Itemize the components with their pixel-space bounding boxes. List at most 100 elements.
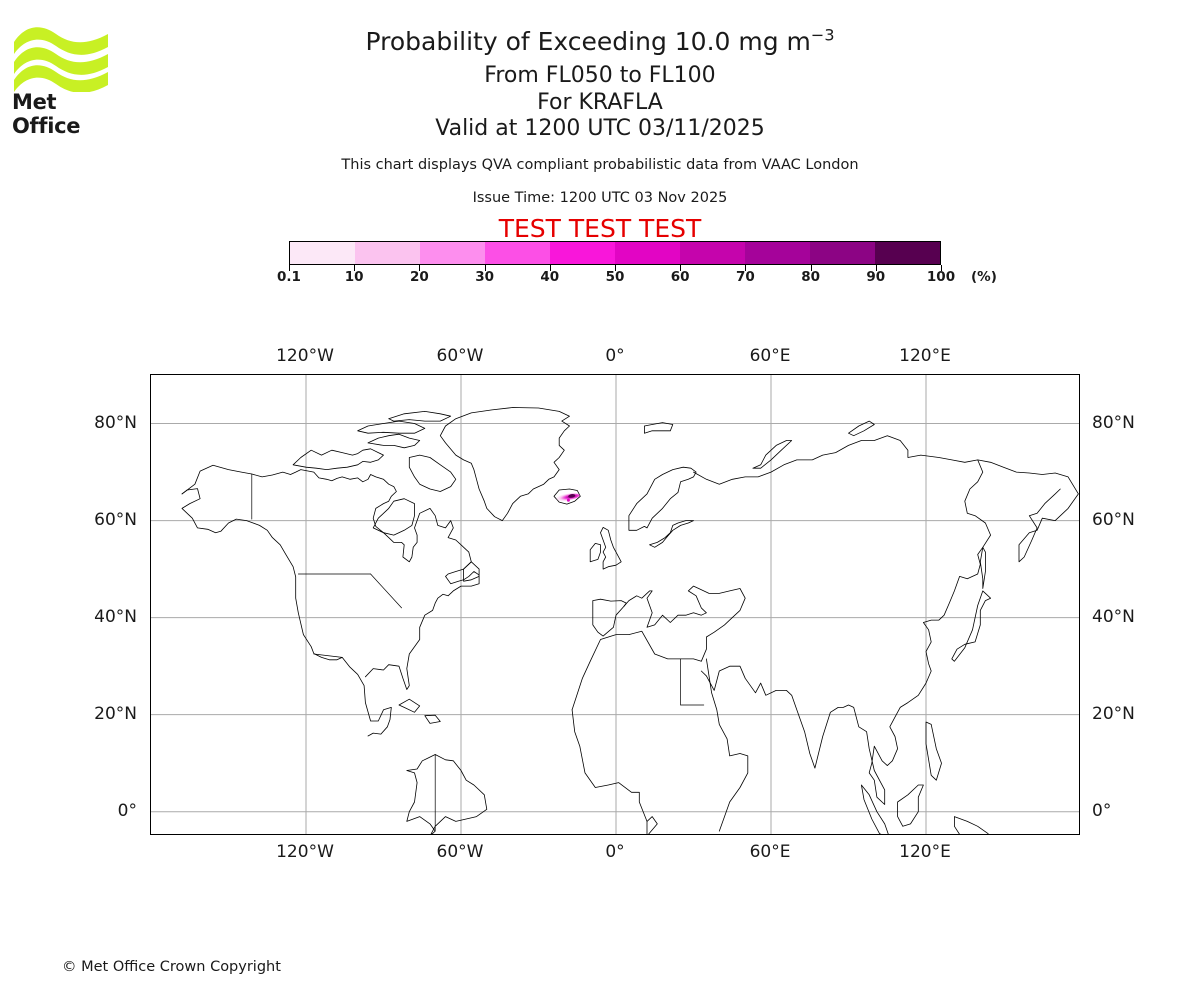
test-watermark: TEST TEST TEST: [498, 214, 702, 243]
colorbar-label-100: 100: [926, 269, 956, 285]
plume-core: [568, 494, 576, 498]
coastline-cnd_arctic2: [367, 433, 421, 449]
plume-ellipse: [554, 493, 580, 502]
lat-label-right-3: 20°N: [1092, 703, 1135, 724]
colorbar-band-0: [290, 242, 355, 264]
coastline-border-2: [370, 573, 402, 609]
coastline-ellesmere: [388, 411, 452, 422]
lon-label-bot-4: 120°E: [899, 842, 951, 862]
coastline-philippines: [925, 721, 942, 781]
coastline-hudson: [372, 498, 415, 536]
lon-label-bot-3: 60°E: [749, 842, 791, 862]
lat-label-right-4: 0°: [1092, 800, 1112, 821]
ash-probability-plume: [554, 493, 580, 502]
page-title: Probability of Exceeding 10.0 mg m−3: [0, 26, 1200, 57]
coastline-sumatra: [861, 784, 889, 834]
lat-label-left-4: 0°: [117, 800, 137, 821]
qva-note: This chart displays QVA compliant probab…: [341, 157, 859, 173]
colorbar-label-90: 90: [866, 269, 886, 285]
colorbar-label-60: 60: [670, 269, 690, 285]
map-canvas: [151, 375, 1079, 834]
met-office-wave-icon: [14, 27, 108, 93]
lon-label-bot-2: 0°: [605, 842, 625, 862]
volcano-subtitle: For KRAFLA: [537, 90, 663, 115]
colorbar-band-4: [550, 242, 615, 264]
coastline-s_america: [406, 754, 488, 834]
lon-label-top-1: 60°W: [436, 346, 484, 366]
lon-label-top-4: 120°E: [899, 346, 951, 366]
coastline-britain: [600, 527, 622, 570]
logo-wave-1: [14, 27, 108, 55]
lat-label-left-3: 20°N: [94, 703, 137, 724]
colorbar-label-0-1: 0.1: [277, 269, 301, 285]
coastline-hispan: [424, 714, 441, 724]
coastline-ak_north: [181, 464, 480, 690]
lat-label-left-1: 60°N: [94, 509, 137, 530]
lat-label-right-2: 40°N: [1092, 606, 1135, 627]
lat-label-left-2: 40°N: [94, 606, 137, 627]
colorbar-band-6: [680, 242, 745, 264]
colorbar-tick-6: [680, 265, 682, 271]
colorbar-label-20: 20: [409, 269, 429, 285]
coastline-russia_n: [693, 435, 1079, 563]
colorbar-label-70: 70: [735, 269, 755, 285]
lon-label-top-3: 60°E: [749, 346, 791, 366]
met-office-wordmark: Met Office: [12, 90, 81, 138]
coastline-newguinea: [954, 816, 989, 834]
colorbar-tick-8: [810, 265, 812, 271]
lon-label-bot-0: 120°W: [276, 842, 334, 862]
colorbar-band-7: [745, 242, 810, 264]
lon-label-bot-1: 60°W: [436, 842, 484, 862]
met-office-logo: Met Office: [12, 22, 122, 138]
colorbar-tick-2: [419, 265, 421, 271]
colorbar-label-10: 10: [344, 269, 364, 285]
colorbar-label-50: 50: [605, 269, 625, 285]
colorbar-band-9: [875, 242, 940, 264]
coastline-greenland: [439, 407, 570, 521]
world-map: 120°W 120°W 60°W 60°W 0° 0° 60°E 60°E 120°E 120°E…: [94, 346, 1135, 862]
probability-colorbar: 0.1 10 20 30 40 50 60 70 80 90 100: [277, 241, 955, 285]
colorbar-label-30: 30: [475, 269, 494, 285]
colorbar-tick-3: [484, 265, 486, 271]
coastline-ireland: [589, 543, 601, 563]
coastline-sakhalin: [979, 546, 986, 589]
flight-level-subtitle: From FL050 to FL100: [484, 63, 716, 88]
coastline-borneo: [897, 784, 924, 827]
colorbar-band-3: [485, 242, 550, 264]
coastline-africa_w2: [646, 816, 658, 834]
coastline-border-3: [313, 653, 343, 658]
colorbar-tick-labels: 0.1 10 20 30 40 50 60 70 80 90 100: [277, 269, 955, 289]
colorbar-band-5: [615, 242, 680, 264]
logo-wave-3: [14, 65, 108, 93]
map-coastlines: [181, 407, 1079, 834]
map-gridlines: [151, 375, 1079, 834]
coastline-iceland: [553, 488, 581, 505]
colorbar-band-2: [420, 242, 485, 264]
lon-label-top-2: 0°: [605, 346, 625, 366]
copyright-footer: © Met Office Crown Copyright: [62, 959, 281, 975]
colorbar-tick-1: [354, 265, 356, 271]
colorbar-tick-0: [289, 265, 290, 271]
coastline-scandinavia: [628, 466, 697, 531]
coastline-cnd_arctic3: [357, 420, 426, 434]
colorbar-tick-10: [941, 265, 942, 271]
coastline-cuba: [398, 698, 421, 713]
colorbar-tick-9: [875, 265, 877, 271]
colorbar-tick-7: [745, 265, 747, 271]
coastline-newf: [463, 561, 480, 582]
colorbar-ticks: [289, 265, 942, 275]
coastline-baltic: [649, 520, 694, 548]
colorbar-label-40: 40: [540, 269, 560, 285]
coastline-cnd_arctic1: [292, 448, 384, 470]
map-frame: [150, 374, 1080, 835]
colorbar-band-1: [355, 242, 420, 264]
issue-time: Issue Time: 1200 UTC 03 Nov 2025: [472, 190, 728, 206]
lat-label-left-0: 80°N: [94, 412, 137, 433]
coastline-medafr: [571, 709, 648, 822]
coastline-alaska: [181, 488, 392, 737]
coastline-japan: [951, 590, 991, 662]
colorbar-band-8: [810, 242, 875, 264]
title-exponent: −3: [810, 25, 835, 45]
coastline-africa_e: [706, 658, 749, 832]
coastline-africa_n: [571, 585, 746, 711]
